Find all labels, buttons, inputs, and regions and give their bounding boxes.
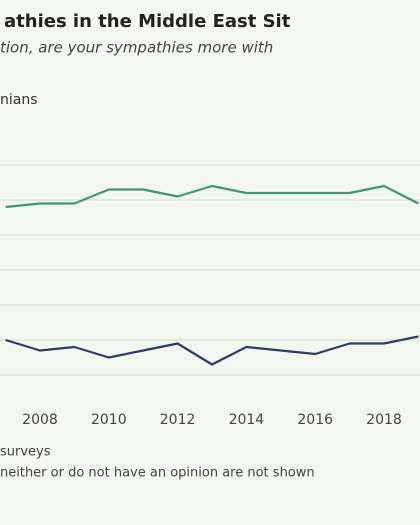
note: neither or do not have an opinion are no… (0, 466, 315, 481)
chart-title: athies in the Middle East Sit (4, 11, 291, 32)
x-tick-label: 2008 (22, 412, 58, 428)
x-tick-label: 2014 (229, 412, 265, 428)
chart-subtitle: tion, are your sympathies more with (0, 39, 273, 57)
series-line (5, 335, 419, 366)
series-line (5, 184, 419, 209)
x-tick-label: 2018 (366, 412, 402, 428)
x-tick-label: 2012 (160, 412, 196, 428)
legend-label: nians (0, 92, 38, 108)
x-tick-label: 2016 (297, 412, 333, 428)
x-tick-label: 2010 (91, 412, 127, 428)
note: surveys (0, 445, 51, 460)
